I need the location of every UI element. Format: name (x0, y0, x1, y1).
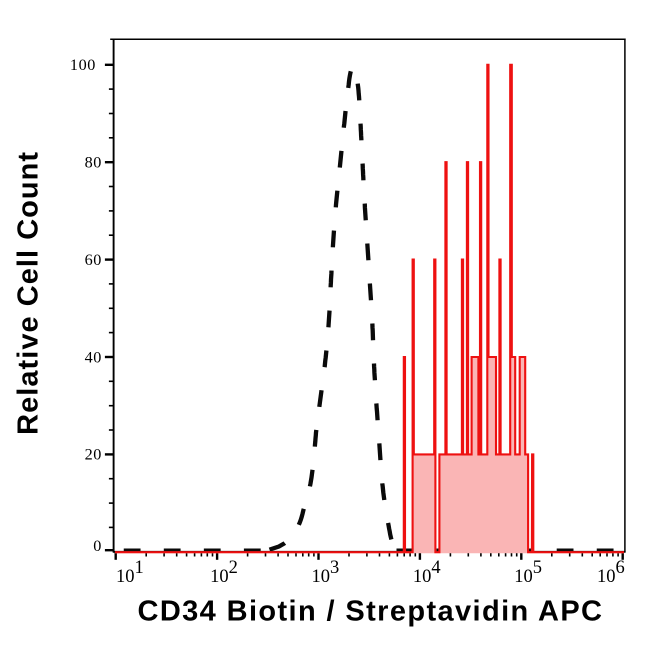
svg-text:CD34 Biotin / Streptavidin APC: CD34 Biotin / Streptavidin APC (138, 595, 603, 627)
svg-text:100: 100 (70, 56, 96, 74)
svg-text:60: 60 (85, 251, 102, 269)
svg-text:Relative Cell Count: Relative Cell Count (12, 152, 44, 435)
svg-text:20: 20 (85, 446, 102, 464)
svg-text:0: 0 (93, 537, 102, 555)
svg-text:40: 40 (85, 348, 102, 366)
svg-text:80: 80 (85, 154, 102, 172)
